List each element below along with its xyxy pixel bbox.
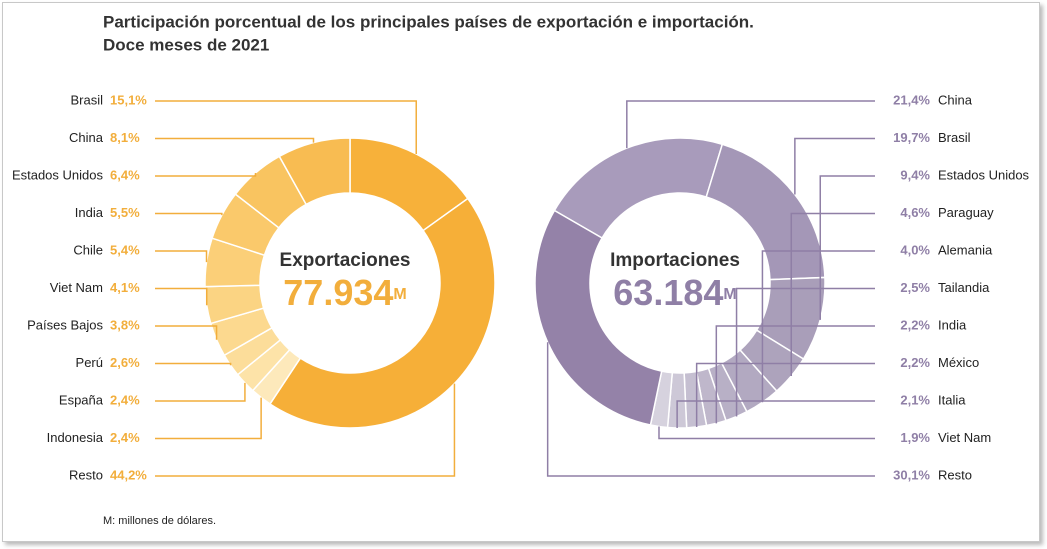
donut-segment xyxy=(268,197,496,429)
frame xyxy=(2,2,1040,542)
category-label: Viet Nam xyxy=(50,280,103,295)
category-label: Estados Unidos xyxy=(938,167,1030,182)
category-label: Paraguay xyxy=(938,205,994,220)
category-label: Alemania xyxy=(938,242,993,257)
category-label: Brasil xyxy=(70,92,103,107)
chart-subtitle: Doce meses de 2021 xyxy=(103,35,269,54)
center-title: Exportaciones xyxy=(280,250,411,271)
leader-line xyxy=(676,400,875,428)
value-label: 44,2% xyxy=(110,467,147,482)
category-label: Brasil xyxy=(938,130,971,145)
value-label: 19,7% xyxy=(893,130,930,145)
value-label: 15,1% xyxy=(110,92,147,107)
value-label: 4,1% xyxy=(110,280,140,295)
center-title: Importaciones xyxy=(610,250,740,271)
value-label: 2,4% xyxy=(110,430,140,445)
leader-line xyxy=(695,362,875,428)
center-value: 63.184M xyxy=(613,272,736,313)
donut-segment xyxy=(553,137,724,240)
value-label: 2,2% xyxy=(900,317,930,332)
chart-title: Participación porcentual de los principa… xyxy=(103,12,754,31)
leader-line xyxy=(819,175,875,320)
category-label: Italia xyxy=(938,392,966,407)
center-value-number: 77.934 xyxy=(283,272,393,313)
note: M: millones de dólares. xyxy=(103,515,216,527)
value-label: 5,5% xyxy=(110,205,140,220)
leader-line xyxy=(155,173,257,177)
leader-line xyxy=(155,382,246,402)
leader-line xyxy=(155,287,208,306)
value-label: 30,1% xyxy=(893,467,930,482)
category-label: Estados Unidos xyxy=(12,167,104,182)
category-label: España xyxy=(59,392,104,407)
donut-segment xyxy=(534,209,663,426)
value-label: 2,2% xyxy=(900,355,930,370)
leader-line xyxy=(155,397,262,440)
center-value-number: 63.184 xyxy=(613,272,723,313)
leader-line xyxy=(546,342,875,477)
leader-line xyxy=(794,137,875,195)
value-label: 2,4% xyxy=(110,392,140,407)
category-label: China xyxy=(69,130,104,145)
leader-line xyxy=(155,362,232,366)
value-label: 4,6% xyxy=(900,205,930,220)
value-label: 3,8% xyxy=(110,317,140,332)
leader-line xyxy=(626,100,875,149)
leader-line xyxy=(735,287,875,417)
center-value-unit: M xyxy=(393,286,406,303)
value-label: 2,6% xyxy=(110,355,140,370)
value-label: 5,4% xyxy=(110,242,140,257)
leader-line xyxy=(790,212,875,376)
value-label: 9,4% xyxy=(900,167,930,182)
leader-line xyxy=(761,250,875,403)
category-label: Resto xyxy=(69,467,103,482)
category-label: India xyxy=(938,317,967,332)
center-value: 77.934M xyxy=(283,272,406,313)
category-label: Chile xyxy=(73,242,103,257)
category-label: Países Bajos xyxy=(27,317,103,332)
value-label: 4,0% xyxy=(900,242,930,257)
value-label: 2,1% xyxy=(900,392,930,407)
category-label: Indonesia xyxy=(47,430,104,445)
category-label: México xyxy=(938,355,979,370)
value-label: 1,9% xyxy=(900,430,930,445)
leader-line xyxy=(715,325,875,424)
leader-line xyxy=(155,212,223,216)
leader-line xyxy=(658,426,875,440)
leader-line xyxy=(155,325,218,340)
value-label: 8,1% xyxy=(110,130,140,145)
category-label: Resto xyxy=(938,467,972,482)
center-value-unit: M xyxy=(723,286,736,303)
category-label: Perú xyxy=(76,355,103,370)
value-label: 21,4% xyxy=(893,92,930,107)
donut-segment xyxy=(278,137,351,206)
category-label: Viet Nam xyxy=(938,430,991,445)
category-label: India xyxy=(75,205,104,220)
value-label: 6,4% xyxy=(110,167,140,182)
leader-line xyxy=(155,250,208,263)
leader-line xyxy=(155,100,417,155)
category-label: China xyxy=(938,92,973,107)
value-label: 2,5% xyxy=(900,280,930,295)
leader-line xyxy=(155,137,315,143)
leader-line xyxy=(155,383,456,477)
category-label: Tailandia xyxy=(938,280,990,295)
